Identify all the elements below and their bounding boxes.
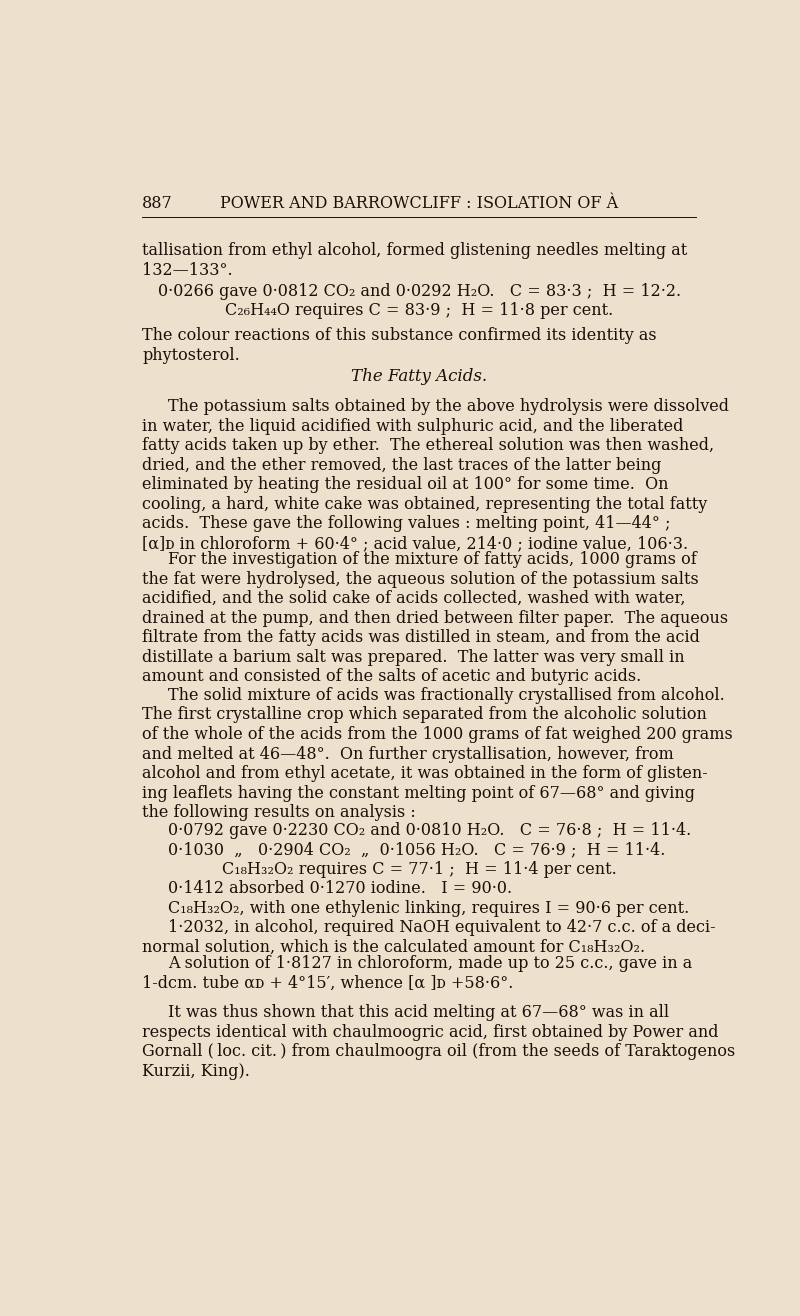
Text: amount and consisted of the salts of acetic and butyric acids.: amount and consisted of the salts of ace…: [142, 669, 642, 686]
Text: drained at the pump, and then dried between filter paper.  The aqueous: drained at the pump, and then dried betw…: [142, 609, 728, 626]
Text: POWER AND BARROWCLIFF : ISOLATION OF À: POWER AND BARROWCLIFF : ISOLATION OF À: [220, 195, 618, 212]
Text: Kurzii, King).: Kurzii, King).: [142, 1063, 250, 1079]
Text: ing leaflets having the constant melting point of 67—68° and giving: ing leaflets having the constant melting…: [142, 784, 695, 801]
Text: The solid mixture of acids was fractionally crystallised from alcohol.: The solid mixture of acids was fractiona…: [168, 687, 725, 704]
Text: 1·2032, in alcohol, required NaOH equivalent to 42·7 c.c. of a deci-: 1·2032, in alcohol, required NaOH equiva…: [168, 920, 716, 937]
Text: The Fatty Acids.: The Fatty Acids.: [351, 367, 487, 384]
Text: fatty acids taken up by ether.  The ethereal solution was then washed,: fatty acids taken up by ether. The ether…: [142, 437, 714, 454]
Text: acidified, and the solid cake of acids collected, washed with water,: acidified, and the solid cake of acids c…: [142, 590, 686, 607]
Text: The first crystalline crop which separated from the alcoholic solution: The first crystalline crop which separat…: [142, 707, 707, 724]
Text: 0·1412 absorbed 0·1270 iodine.   I = 90·0.: 0·1412 absorbed 0·1270 iodine. I = 90·0.: [168, 880, 512, 898]
Text: eliminated by heating the residual oil at 100° for some time.  On: eliminated by heating the residual oil a…: [142, 476, 669, 494]
Text: acids.  These gave the following values : melting point, 41—44° ;: acids. These gave the following values :…: [142, 516, 670, 533]
Text: in water, the liquid acidified with sulphuric acid, and the liberated: in water, the liquid acidified with sulp…: [142, 417, 683, 434]
Text: filtrate from the fatty acids was distilled in steam, and from the acid: filtrate from the fatty acids was distil…: [142, 629, 700, 646]
Text: [α]ᴅ in chloroform + 60·4° ; acid value, 214·0 ; iodine value, 106·3.: [α]ᴅ in chloroform + 60·4° ; acid value,…: [142, 536, 688, 551]
Text: 1-dcm. tube αᴅ + 4°15′, whence [α ]ᴅ +58·6°.: 1-dcm. tube αᴅ + 4°15′, whence [α ]ᴅ +58…: [142, 975, 514, 992]
Text: The potassium salts obtained by the above hydrolysis were dissolved: The potassium salts obtained by the abov…: [168, 397, 730, 415]
Text: Gornall ( loc. cit. ) from chaulmoogra oil (from the seeds of Taraktogenos: Gornall ( loc. cit. ) from chaulmoogra o…: [142, 1044, 735, 1061]
Text: distillate a barium salt was prepared.  The latter was very small in: distillate a barium salt was prepared. T…: [142, 649, 685, 666]
Text: and melted at 46—48°.  On further crystallisation, however, from: and melted at 46—48°. On further crystal…: [142, 746, 674, 762]
Text: respects identical with chaulmoogric acid, first obtained by Power and: respects identical with chaulmoogric aci…: [142, 1024, 718, 1041]
Text: cooling, a hard, white cake was obtained, representing the total fatty: cooling, a hard, white cake was obtained…: [142, 496, 707, 513]
Text: C₂₆H₄₄O requires C = 83·9 ;  H = 11·8 per cent.: C₂₆H₄₄O requires C = 83·9 ; H = 11·8 per…: [225, 303, 614, 318]
Text: C₁₈H₃₂O₂, with one ethylenic linking, requires I = 90·6 per cent.: C₁₈H₃₂O₂, with one ethylenic linking, re…: [168, 900, 690, 917]
Text: 132—133°.: 132—133°.: [142, 262, 233, 279]
Text: tallisation from ethyl alcohol, formed glistening needles melting at: tallisation from ethyl alcohol, formed g…: [142, 242, 687, 259]
Text: 0·0266 gave 0·0812 CO₂ and 0·0292 H₂O.   C = 83·3 ;  H = 12·2.: 0·0266 gave 0·0812 CO₂ and 0·0292 H₂O. C…: [158, 283, 681, 300]
Text: It was thus shown that this acid melting at 67—68° was in all: It was thus shown that this acid melting…: [168, 1004, 670, 1021]
Text: phytosterol.: phytosterol.: [142, 346, 240, 363]
Text: The colour reactions of this substance confirmed its identity as: The colour reactions of this substance c…: [142, 328, 657, 345]
Text: of the whole of the acids from the 1000 grams of fat weighed 200 grams: of the whole of the acids from the 1000 …: [142, 726, 733, 744]
Text: alcohol and from ethyl acetate, it was obtained in the form of glisten-: alcohol and from ethyl acetate, it was o…: [142, 765, 708, 782]
Text: dried, and the ether removed, the last traces of the latter being: dried, and the ether removed, the last t…: [142, 457, 662, 474]
Text: 887: 887: [142, 195, 173, 212]
Text: For the investigation of the mixture of fatty acids, 1000 grams of: For the investigation of the mixture of …: [168, 551, 697, 569]
Text: the following results on analysis :: the following results on analysis :: [142, 804, 416, 821]
Text: A solution of 1·8127 in chloroform, made up to 25 c.c., gave in a: A solution of 1·8127 in chloroform, made…: [168, 955, 693, 973]
Text: normal solution, which is the calculated amount for C₁₈H₃₂O₂.: normal solution, which is the calculated…: [142, 940, 646, 955]
Text: 0·0792 gave 0·2230 CO₂ and 0·0810 H₂O.   C = 76·8 ;  H = 11·4.: 0·0792 gave 0·2230 CO₂ and 0·0810 H₂O. C…: [168, 821, 691, 838]
Text: the fat were hydrolysed, the aqueous solution of the potassium salts: the fat were hydrolysed, the aqueous sol…: [142, 571, 699, 588]
Text: 0·1030  „   0·2904 CO₂  „  0·1056 H₂O.   C = 76·9 ;  H = 11·4.: 0·1030 „ 0·2904 CO₂ „ 0·1056 H₂O. C = 76…: [168, 841, 666, 858]
Text: C₁₈H₃₂O₂ requires C = 77·1 ;  H = 11·4 per cent.: C₁₈H₃₂O₂ requires C = 77·1 ; H = 11·4 pe…: [222, 861, 617, 878]
